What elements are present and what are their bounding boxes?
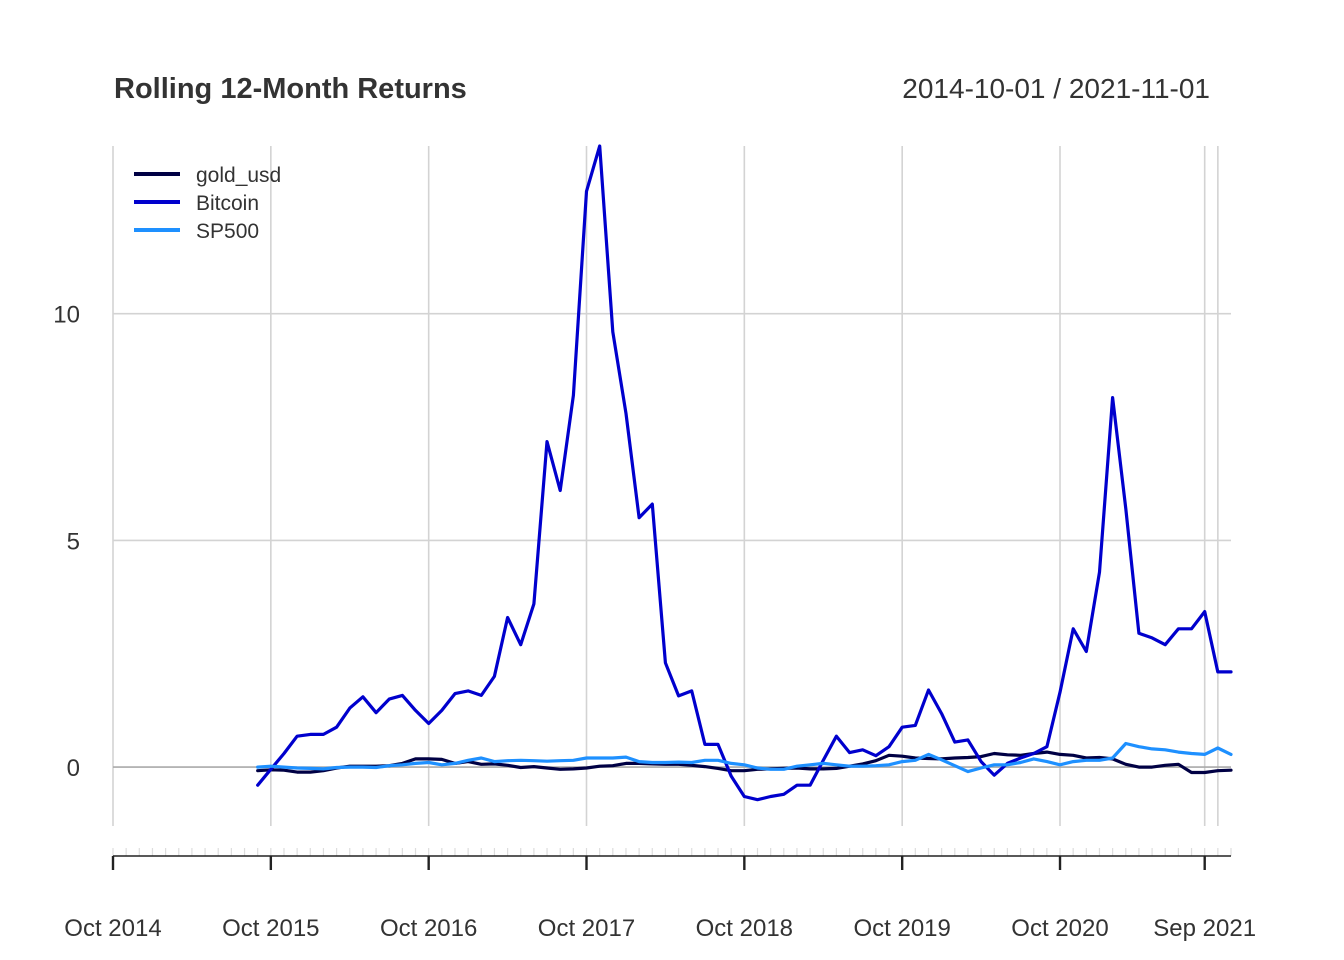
y-tick-label: 5 <box>67 528 80 555</box>
legend-label: gold_usd <box>196 164 281 187</box>
legend-label: SP500 <box>196 220 259 243</box>
x-tick-label: Oct 2017 <box>538 915 635 942</box>
x-tick-label: Oct 2018 <box>696 915 793 942</box>
x-tick-label: Oct 2014 <box>64 915 161 942</box>
legend: gold_usd Bitcoin SP500 <box>134 164 281 243</box>
grid <box>112 146 1231 826</box>
chart-title: Rolling 12-Month Returns <box>114 73 467 105</box>
series-line-bitcoin <box>256 144 1233 802</box>
y-tick-label: 10 <box>53 302 80 329</box>
series-lines <box>256 144 1233 802</box>
series-line-gold-usd <box>256 750 1233 775</box>
x-tick-label: Oct 2016 <box>380 915 477 942</box>
y-axis: 0 5 10 <box>53 302 80 782</box>
x-axis: Oct 2014 Oct 2015 Oct 2016 Oct 2017 Oct 2018… <box>64 848 1256 942</box>
x-tick-label: Oct 2020 <box>1011 915 1108 942</box>
x-tick-label: Oct 2015 <box>222 915 319 942</box>
x-tick-label: Sep 2021 <box>1153 915 1256 942</box>
series-line-sp500 <box>256 741 1233 774</box>
date-range-label: 2014-10-01 / 2021-11-01 <box>902 73 1210 104</box>
legend-label: Bitcoin <box>196 192 259 215</box>
y-tick-label: 0 <box>67 755 80 782</box>
x-tick-label: Oct 2019 <box>853 915 950 942</box>
